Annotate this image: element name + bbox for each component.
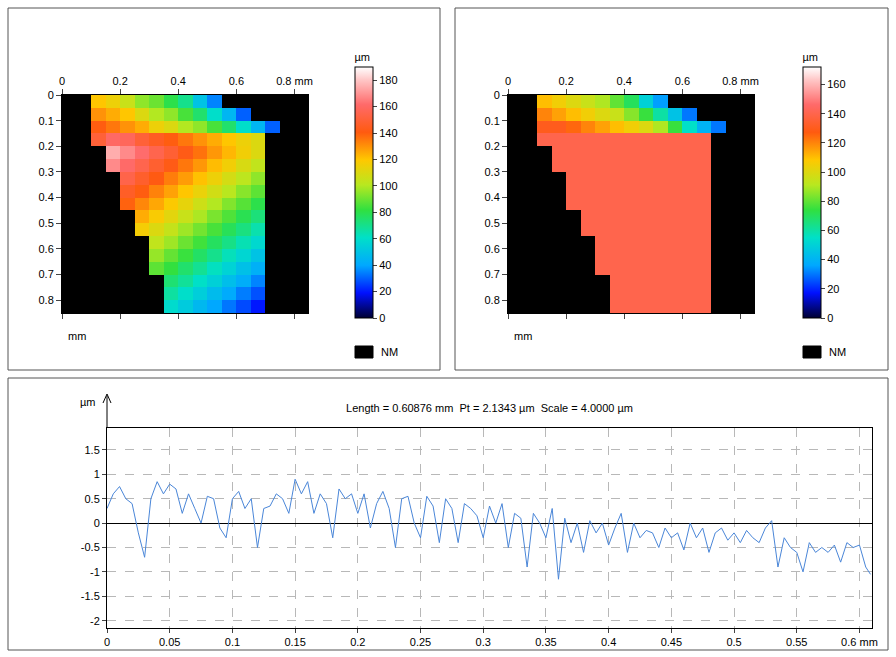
svg-text:0: 0 [94, 517, 100, 529]
svg-text:0: 0 [48, 89, 54, 101]
svg-text:0.3: 0.3 [39, 166, 54, 178]
svg-text:Length = 0.60876 mm Pt = 2.13: Length = 0.60876 mm Pt = 2.1343 µm Scale… [346, 402, 633, 414]
svg-text:140: 140 [827, 108, 845, 120]
svg-text:0.8 mm: 0.8 mm [722, 75, 759, 87]
svg-text:40: 40 [827, 253, 839, 265]
svg-text:140: 140 [379, 127, 397, 139]
svg-text:0.6: 0.6 [675, 75, 690, 87]
svg-text:0.6: 0.6 [485, 243, 500, 255]
svg-text:0: 0 [505, 75, 511, 87]
svg-text:0.2: 0.2 [112, 75, 127, 87]
svg-text:0.3: 0.3 [476, 636, 491, 648]
svg-text:0: 0 [827, 312, 833, 324]
svg-text:60: 60 [379, 233, 391, 245]
svg-text:µm: µm [80, 396, 96, 408]
svg-text:0: 0 [494, 89, 500, 101]
svg-text:100: 100 [827, 166, 845, 178]
svg-text:0.5: 0.5 [85, 493, 100, 505]
svg-text:0.1: 0.1 [485, 115, 500, 127]
svg-text:160: 160 [379, 100, 397, 112]
svg-text:0.35: 0.35 [535, 636, 556, 648]
svg-text:0.7: 0.7 [485, 268, 500, 280]
svg-text:160: 160 [827, 78, 845, 90]
svg-text:-1: -1 [90, 566, 100, 578]
svg-text:µm: µm [355, 51, 371, 63]
svg-text:0.4: 0.4 [617, 75, 632, 87]
svg-text:0.4: 0.4 [39, 191, 54, 203]
svg-text:0: 0 [379, 312, 385, 324]
svg-text:0.8: 0.8 [485, 294, 500, 306]
svg-text:0.4: 0.4 [171, 75, 186, 87]
svg-text:0.45: 0.45 [661, 636, 682, 648]
svg-text:0.6 mm: 0.6 mm [841, 636, 878, 648]
svg-text:0.1: 0.1 [225, 636, 240, 648]
svg-text:120: 120 [827, 137, 845, 149]
svg-text:0.4: 0.4 [485, 191, 500, 203]
svg-text:0.1: 0.1 [39, 115, 54, 127]
svg-text:1: 1 [94, 468, 100, 480]
svg-text:0: 0 [59, 75, 65, 87]
svg-text:NM: NM [381, 346, 398, 358]
svg-text:0.7: 0.7 [39, 268, 54, 280]
svg-text:80: 80 [379, 206, 391, 218]
svg-text:0.2: 0.2 [39, 140, 54, 152]
svg-text:0.2: 0.2 [558, 75, 573, 87]
svg-text:0.5: 0.5 [39, 217, 54, 229]
svg-text:mm: mm [68, 330, 86, 342]
svg-text:0: 0 [104, 636, 110, 648]
svg-text:100: 100 [379, 180, 397, 192]
svg-text:20: 20 [379, 285, 391, 297]
svg-text:0.5: 0.5 [726, 636, 741, 648]
svg-text:80: 80 [827, 195, 839, 207]
svg-text:0.4: 0.4 [601, 636, 616, 648]
svg-text:180: 180 [379, 74, 397, 86]
svg-text:0.05: 0.05 [159, 636, 180, 648]
svg-text:-1.5: -1.5 [81, 590, 100, 602]
svg-text:0.25: 0.25 [410, 636, 431, 648]
svg-text:0.15: 0.15 [284, 636, 305, 648]
svg-text:NM: NM [829, 346, 846, 358]
svg-text:0.6: 0.6 [229, 75, 244, 87]
svg-text:-0.5: -0.5 [81, 541, 100, 553]
svg-text:1.5: 1.5 [85, 444, 100, 456]
svg-text:mm: mm [514, 330, 532, 342]
svg-text:0.55: 0.55 [786, 636, 807, 648]
svg-text:0.5: 0.5 [485, 217, 500, 229]
svg-text:0.8 mm: 0.8 mm [276, 75, 313, 87]
svg-text:40: 40 [379, 259, 391, 271]
svg-text:0.2: 0.2 [350, 636, 365, 648]
svg-text:0.6: 0.6 [39, 243, 54, 255]
svg-text:0.2: 0.2 [485, 140, 500, 152]
svg-text:120: 120 [379, 153, 397, 165]
svg-text:60: 60 [827, 224, 839, 236]
svg-text:0.3: 0.3 [485, 166, 500, 178]
svg-text:20: 20 [827, 283, 839, 295]
svg-text:-2: -2 [90, 615, 100, 627]
svg-text:µm: µm [803, 51, 819, 63]
svg-text:0.8: 0.8 [39, 294, 54, 306]
